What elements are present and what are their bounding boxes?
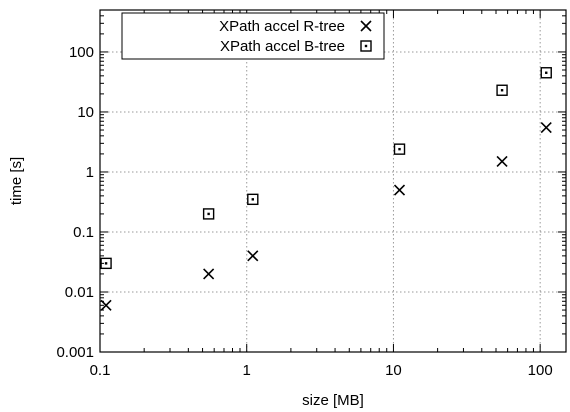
legend-label-b-tree: XPath accel B-tree (220, 38, 345, 55)
plot-frame (99, 9, 567, 353)
x-tick-label: 1 (243, 362, 251, 379)
b-tree-point (202, 208, 215, 220)
r-tree-point (540, 121, 552, 134)
tick-labels: 0.1 1 10 100 0.001 0.01 0.1 1 10 100 (56, 44, 552, 379)
legend-label-r-tree: XPath accel R-tree (219, 18, 345, 35)
r-tree-point (100, 299, 112, 311)
legend-marker-square-icon (360, 40, 372, 52)
y-axis-label: time [s] (8, 157, 25, 205)
b-tree-point (100, 257, 112, 270)
x-tick-label: 100 (528, 362, 553, 379)
b-tree-point (540, 67, 552, 79)
y-tick-label: 0.01 (65, 284, 94, 301)
x-tick-label: 0.1 (90, 362, 111, 379)
axis-ticks (99, 10, 566, 353)
x-axis-label: size [MB] (302, 392, 364, 409)
r-tree-point (247, 250, 259, 262)
data-points (100, 67, 552, 311)
b-tree-point (393, 143, 406, 155)
legend-marker-x-icon (360, 20, 372, 32)
y-tick-label: 10 (77, 104, 94, 121)
y-tick-label: 0.001 (56, 344, 94, 361)
b-tree-point (496, 84, 508, 96)
y-tick-label: 0.1 (73, 224, 94, 241)
r-tree-point (203, 268, 215, 280)
grid-lines (99, 10, 566, 353)
r-tree-point (393, 184, 406, 196)
b-tree-point (247, 193, 259, 206)
r-tree-point (496, 155, 508, 167)
legend: XPath accel R-tree XPath accel B-tree (121, 12, 385, 60)
y-tick-label: 1 (86, 164, 94, 181)
x-tick-label: 10 (385, 362, 402, 379)
legend-box (121, 12, 385, 60)
y-tick-label: 100 (69, 44, 94, 61)
